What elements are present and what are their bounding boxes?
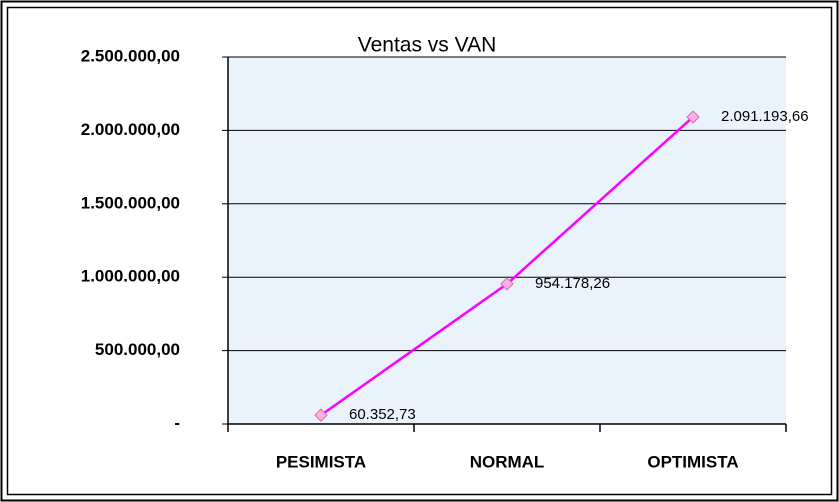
y-tick-label: 2.000.000,00 <box>81 120 180 139</box>
data-marker <box>314 408 328 422</box>
x-tick-label: OPTIMISTA <box>647 452 738 471</box>
x-tick-label: NORMAL <box>470 452 545 471</box>
data-label: 2.091.193,66 <box>721 108 809 125</box>
y-tick-label: 1.000.000,00 <box>81 267 180 286</box>
y-tick-label: 1.500.000,00 <box>81 193 180 212</box>
data-label: 60.352,73 <box>349 406 416 423</box>
x-tick-label: PESIMISTA <box>276 452 366 471</box>
y-tick-label: 2.500.000,00 <box>81 46 180 65</box>
chart-title: Ventas vs VAN <box>358 34 497 57</box>
y-tick-label: - <box>174 413 180 432</box>
data-label: 954.178,26 <box>535 275 610 292</box>
inner-border <box>6 6 833 496</box>
y-tick-label: 500.000,00 <box>95 340 180 359</box>
data-marker <box>500 277 514 291</box>
plot-area <box>228 57 786 424</box>
data-marker <box>686 110 700 124</box>
